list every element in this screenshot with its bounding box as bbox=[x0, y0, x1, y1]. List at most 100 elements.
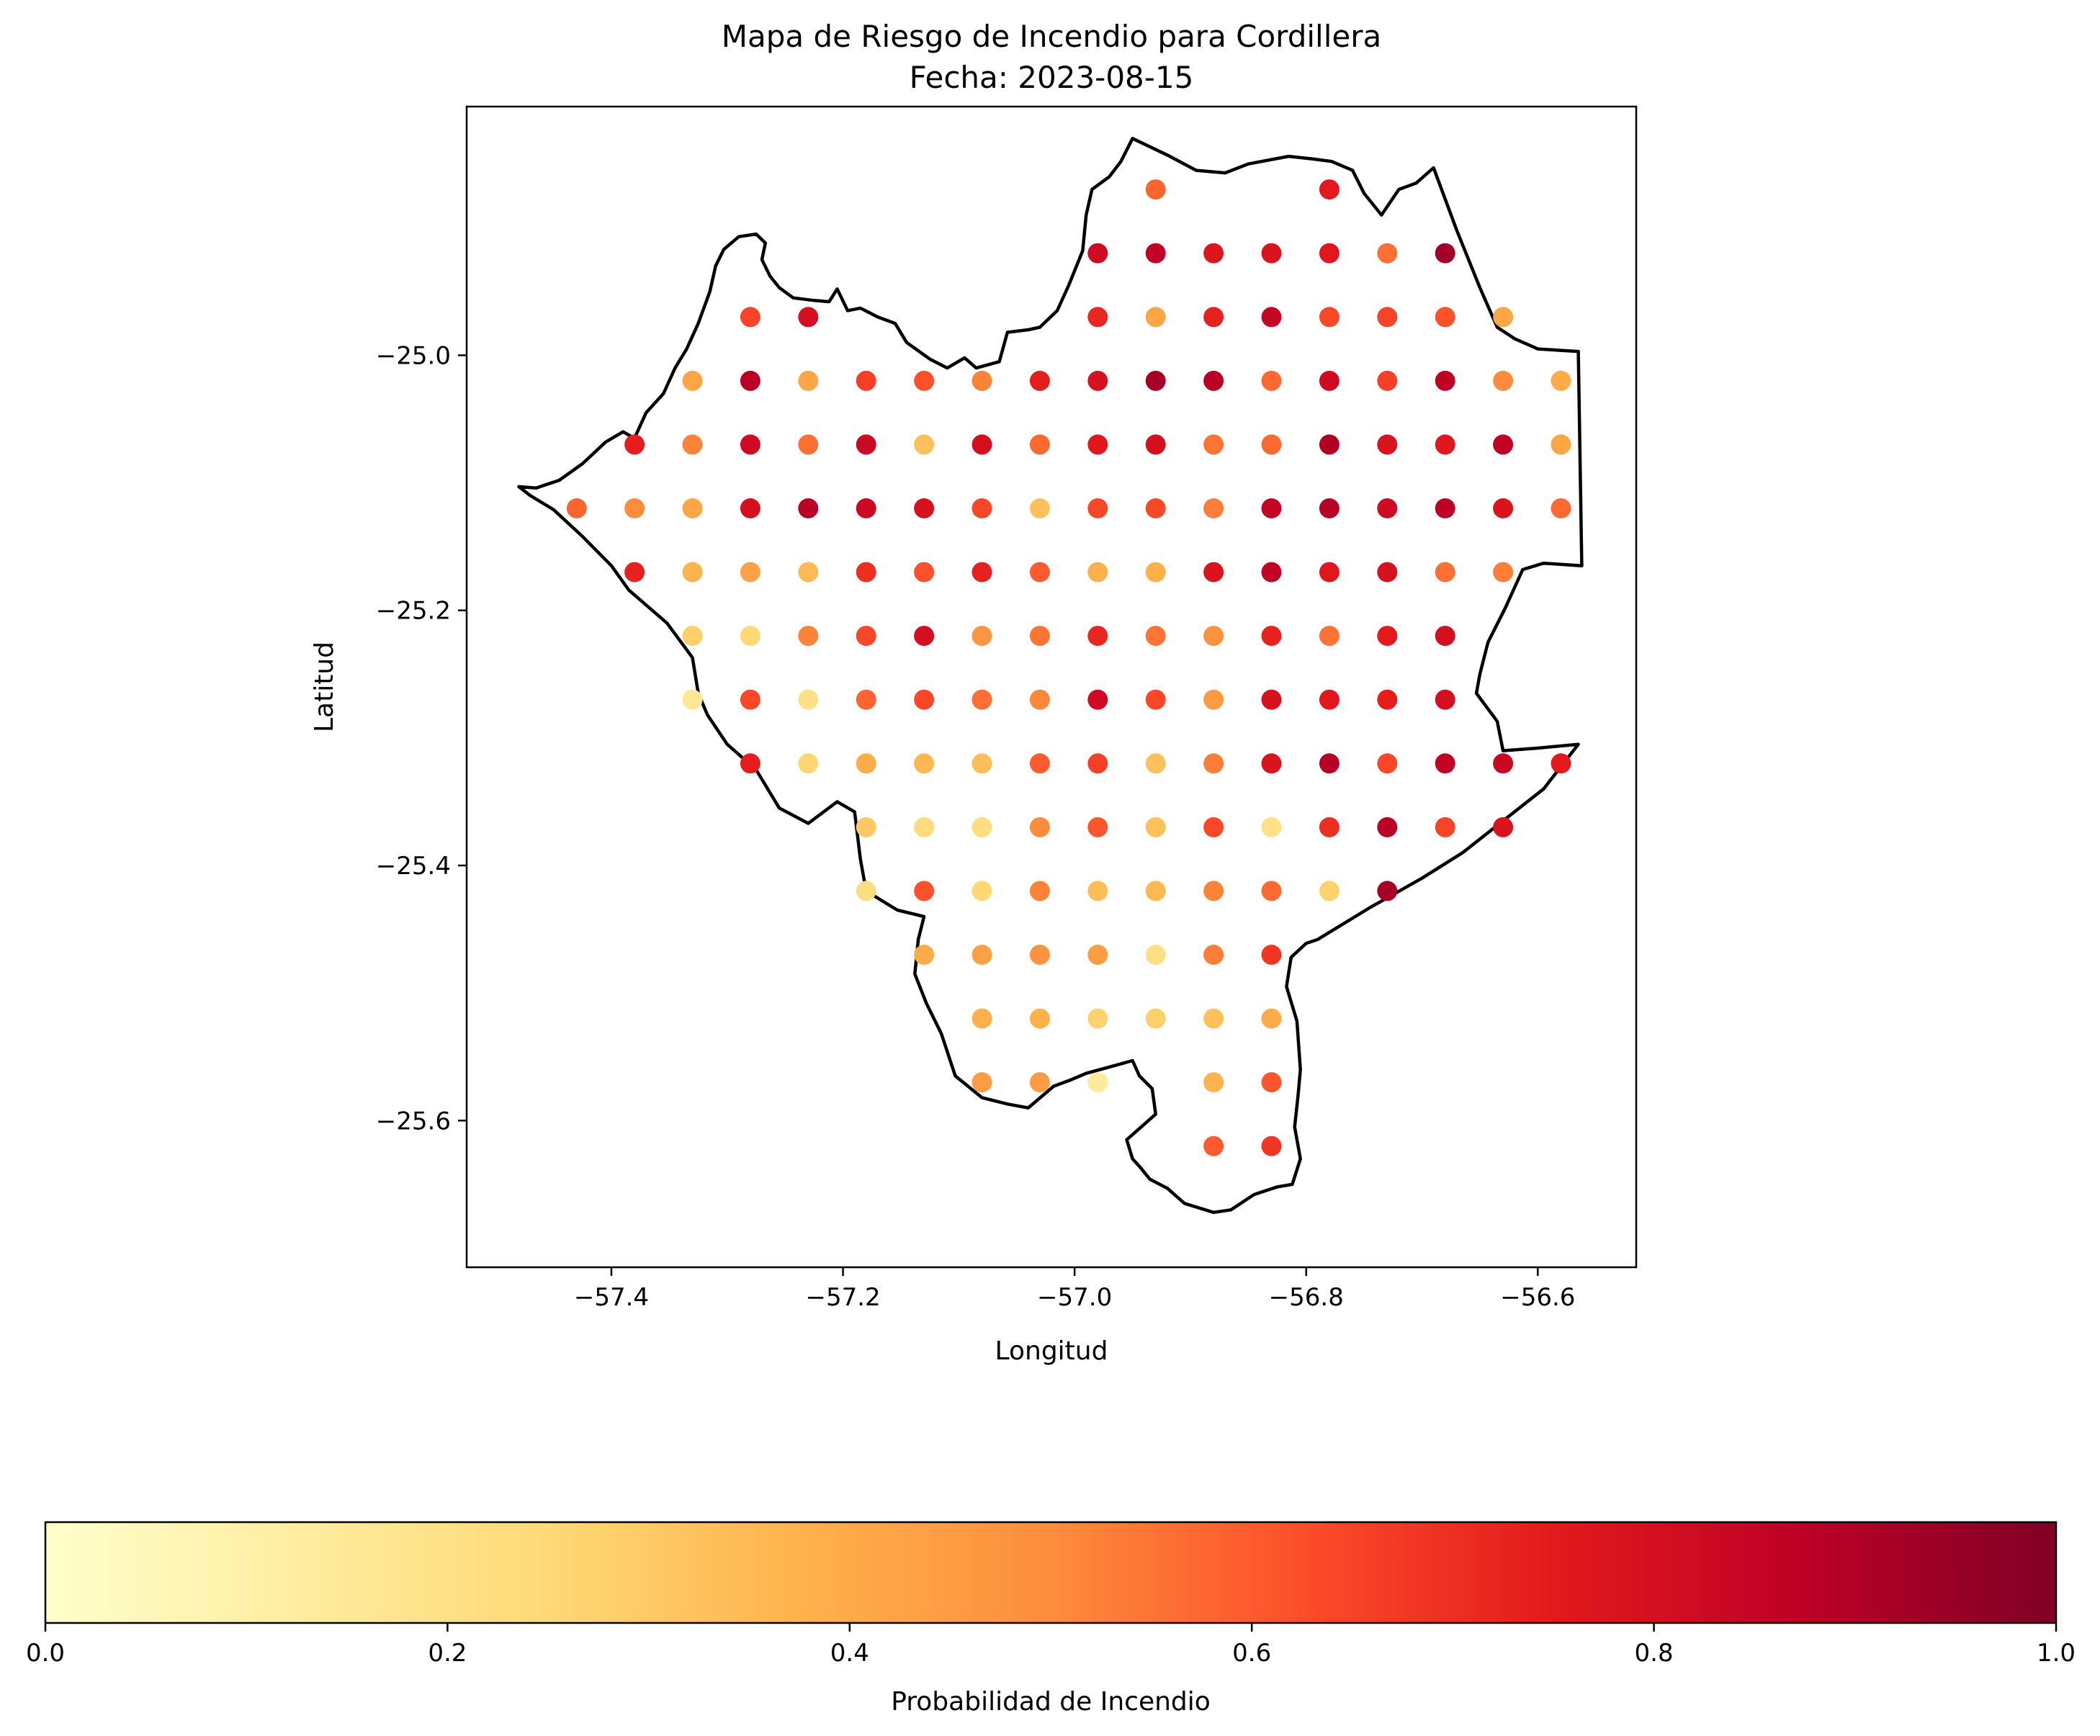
risk-point bbox=[1435, 626, 1455, 647]
risk-point bbox=[740, 434, 760, 455]
risk-point bbox=[1087, 498, 1108, 518]
risk-point bbox=[1551, 753, 1571, 774]
risk-point bbox=[1435, 562, 1455, 583]
risk-point bbox=[914, 434, 935, 455]
risk-point bbox=[1377, 307, 1398, 328]
risk-point bbox=[1203, 1072, 1224, 1093]
risk-point bbox=[624, 498, 645, 518]
colorbar-ticks: 0.0 0.2 0.4 0.6 0.8 1.0 bbox=[26, 1623, 2076, 1668]
risk-point bbox=[1319, 881, 1340, 901]
y-axis-label: Latitud bbox=[310, 642, 339, 732]
colorbar-label: Probabilidad de Incendio bbox=[891, 1687, 1211, 1717]
risk-point bbox=[1203, 434, 1224, 455]
risk-point bbox=[1493, 498, 1514, 518]
risk-point bbox=[1087, 562, 1108, 583]
risk-point bbox=[1261, 307, 1282, 328]
risk-point bbox=[1087, 881, 1108, 901]
x-tick-label: −56.6 bbox=[1500, 1283, 1575, 1312]
risk-point bbox=[1145, 307, 1166, 328]
risk-point bbox=[856, 753, 876, 774]
risk-point bbox=[1145, 817, 1166, 837]
risk-point bbox=[1145, 689, 1166, 710]
risk-point bbox=[1435, 753, 1455, 774]
risk-point bbox=[1203, 562, 1224, 583]
chart-title: Mapa de Riesgo de Incendio para Cordille… bbox=[722, 19, 1381, 54]
risk-point bbox=[1319, 689, 1340, 710]
risk-point bbox=[740, 307, 760, 328]
risk-point bbox=[1551, 434, 1571, 455]
risk-point bbox=[1493, 817, 1514, 837]
risk-point bbox=[1261, 434, 1282, 455]
risk-point bbox=[1493, 370, 1514, 391]
risk-point bbox=[972, 498, 992, 518]
risk-point bbox=[1493, 562, 1514, 583]
risk-point bbox=[740, 498, 760, 518]
risk-point bbox=[1145, 753, 1166, 774]
risk-point bbox=[740, 753, 760, 774]
risk-point bbox=[798, 562, 819, 583]
risk-point bbox=[1261, 689, 1282, 710]
risk-point bbox=[856, 370, 876, 391]
risk-point bbox=[914, 753, 935, 774]
risk-point bbox=[798, 689, 819, 710]
risk-point bbox=[1203, 945, 1224, 965]
risk-point bbox=[1087, 1072, 1108, 1093]
y-tick-label: −25.2 bbox=[376, 597, 451, 626]
risk-point bbox=[1261, 945, 1282, 965]
risk-point bbox=[682, 626, 703, 647]
risk-point bbox=[1145, 370, 1166, 391]
risk-point bbox=[1261, 243, 1282, 264]
risk-point bbox=[1087, 307, 1108, 328]
risk-point bbox=[1145, 562, 1166, 583]
risk-point bbox=[1261, 1135, 1282, 1156]
x-tick-label: −57.0 bbox=[1037, 1283, 1112, 1312]
risk-point bbox=[1145, 434, 1166, 455]
risk-point bbox=[1377, 562, 1398, 583]
risk-point bbox=[1087, 817, 1108, 837]
risk-point bbox=[1435, 817, 1455, 837]
risk-point bbox=[972, 945, 992, 965]
risk-point bbox=[1087, 945, 1108, 965]
risk-point bbox=[1319, 370, 1340, 391]
risk-point bbox=[740, 626, 760, 647]
risk-point bbox=[1203, 243, 1224, 264]
risk-point bbox=[914, 370, 935, 391]
risk-point bbox=[1145, 945, 1166, 965]
map-layer bbox=[517, 137, 1584, 1215]
risk-point bbox=[1435, 370, 1455, 391]
risk-point bbox=[1203, 753, 1224, 774]
colorbar-tick-label: 0.4 bbox=[830, 1639, 869, 1668]
x-tick-label: −56.8 bbox=[1269, 1283, 1344, 1312]
risk-point bbox=[798, 626, 819, 647]
department-boundary bbox=[517, 137, 1584, 1215]
x-axis-ticks: −57.4 −57.2 −57.0 −56.8 −56.6 bbox=[574, 1267, 1575, 1312]
risk-point bbox=[1319, 817, 1340, 837]
risk-point bbox=[682, 562, 703, 583]
risk-point bbox=[1029, 1008, 1050, 1029]
colorbar-tick-label: 0.2 bbox=[428, 1639, 467, 1668]
risk-point bbox=[740, 562, 760, 583]
risk-point bbox=[1087, 753, 1108, 774]
risk-point bbox=[1319, 753, 1340, 774]
risk-point bbox=[1029, 881, 1050, 901]
risk-point bbox=[1087, 243, 1108, 264]
risk-point bbox=[914, 689, 935, 710]
risk-point bbox=[1029, 1072, 1050, 1093]
risk-point bbox=[914, 817, 935, 837]
y-tick-label: −25.0 bbox=[376, 341, 451, 370]
risk-point bbox=[1203, 1135, 1224, 1156]
risk-point bbox=[1029, 817, 1050, 837]
risk-point bbox=[682, 498, 703, 518]
risk-point bbox=[1377, 753, 1398, 774]
y-tick-label: −25.6 bbox=[376, 1107, 451, 1135]
risk-point bbox=[856, 434, 876, 455]
risk-point bbox=[1377, 881, 1398, 901]
risk-point bbox=[1029, 370, 1050, 391]
risk-point bbox=[1203, 370, 1224, 391]
risk-point bbox=[798, 434, 819, 455]
risk-point bbox=[624, 434, 645, 455]
risk-point bbox=[1377, 498, 1398, 518]
risk-point bbox=[740, 689, 760, 710]
risk-point bbox=[1145, 498, 1166, 518]
